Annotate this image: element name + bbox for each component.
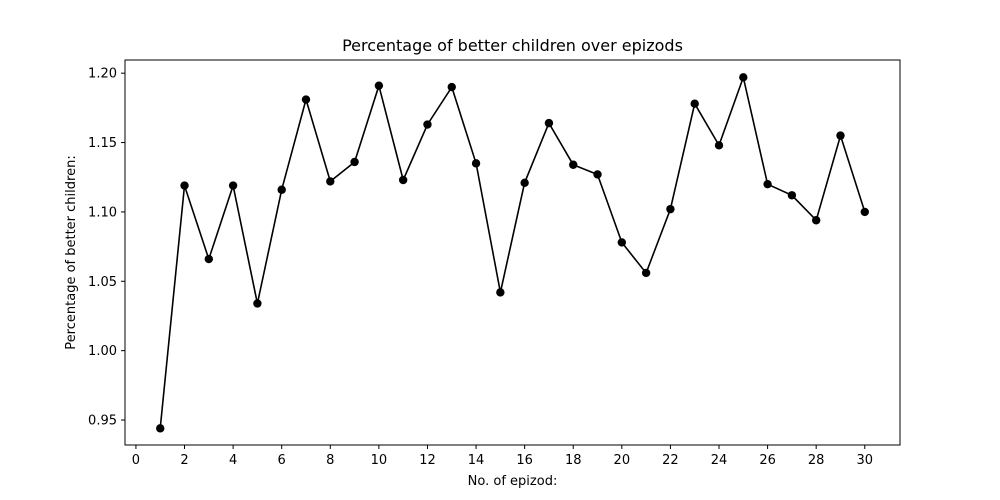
data-point xyxy=(787,191,797,200)
data-point xyxy=(398,175,408,185)
data-point xyxy=(666,204,675,214)
y-tick-label: 1.10 xyxy=(88,205,117,220)
data-point xyxy=(301,95,311,104)
x-tick-label: 12 xyxy=(419,453,436,468)
y-tick-label: 1.20 xyxy=(88,67,117,82)
y-tick-label: 0.95 xyxy=(88,414,117,429)
data-point xyxy=(569,160,578,169)
x-tick-label: 10 xyxy=(371,453,388,468)
data-point xyxy=(593,170,602,179)
data-point xyxy=(520,178,529,187)
data-point xyxy=(836,131,845,140)
data-point xyxy=(326,177,335,186)
data-point xyxy=(763,179,772,189)
plot-frame xyxy=(124,59,901,446)
data-point xyxy=(253,299,262,308)
data-point xyxy=(350,157,359,167)
data-point xyxy=(447,82,456,92)
data-point xyxy=(690,99,699,108)
y-axis-ticks: 0.95 1.00 1.05 1.10 1.15 1.20 xyxy=(88,67,125,429)
data-point xyxy=(423,120,432,129)
x-tick-label: 0 xyxy=(132,453,140,468)
data-point xyxy=(544,118,554,128)
data-point xyxy=(641,268,651,278)
x-tick-label: 2 xyxy=(180,453,188,468)
data-point xyxy=(496,288,505,297)
data-point xyxy=(156,424,165,433)
series-line xyxy=(159,74,866,429)
y-axis-label: Percentage of better children: xyxy=(64,155,79,349)
data-point xyxy=(204,254,214,264)
data-point xyxy=(180,181,189,190)
data-point xyxy=(739,73,748,82)
x-tick-label: 18 xyxy=(565,453,582,468)
data-point xyxy=(860,207,869,217)
data-point xyxy=(714,141,724,150)
y-tick-label: 1.05 xyxy=(88,275,117,290)
x-tick-label: 26 xyxy=(759,453,776,468)
data-point xyxy=(617,238,627,247)
x-tick-label: 20 xyxy=(614,453,631,468)
y-tick-label: 1.00 xyxy=(88,344,117,359)
x-axis-ticks: 0 2 4 6 8 10 12 14 16 18 20 22 24 26 28 30 xyxy=(132,445,873,468)
chart-title: Percentage of better children over epizo… xyxy=(342,36,683,55)
data-point xyxy=(228,181,238,190)
series-points xyxy=(156,73,869,433)
data-point xyxy=(811,216,821,225)
x-tick-label: 30 xyxy=(856,453,873,468)
x-axis-label: No. of epizod: xyxy=(468,474,558,489)
data-point xyxy=(374,81,384,90)
x-tick-label: 28 xyxy=(808,453,825,468)
x-tick-label: 8 xyxy=(326,453,334,468)
x-tick-label: 14 xyxy=(468,453,485,468)
x-tick-label: 24 xyxy=(711,453,728,468)
data-point xyxy=(277,185,286,194)
x-tick-label: 16 xyxy=(516,453,533,468)
x-tick-label: 22 xyxy=(662,453,679,468)
y-tick-label: 1.15 xyxy=(88,136,117,151)
data-point xyxy=(471,159,481,168)
x-tick-label: 4 xyxy=(229,453,237,468)
x-tick-label: 6 xyxy=(278,453,286,468)
